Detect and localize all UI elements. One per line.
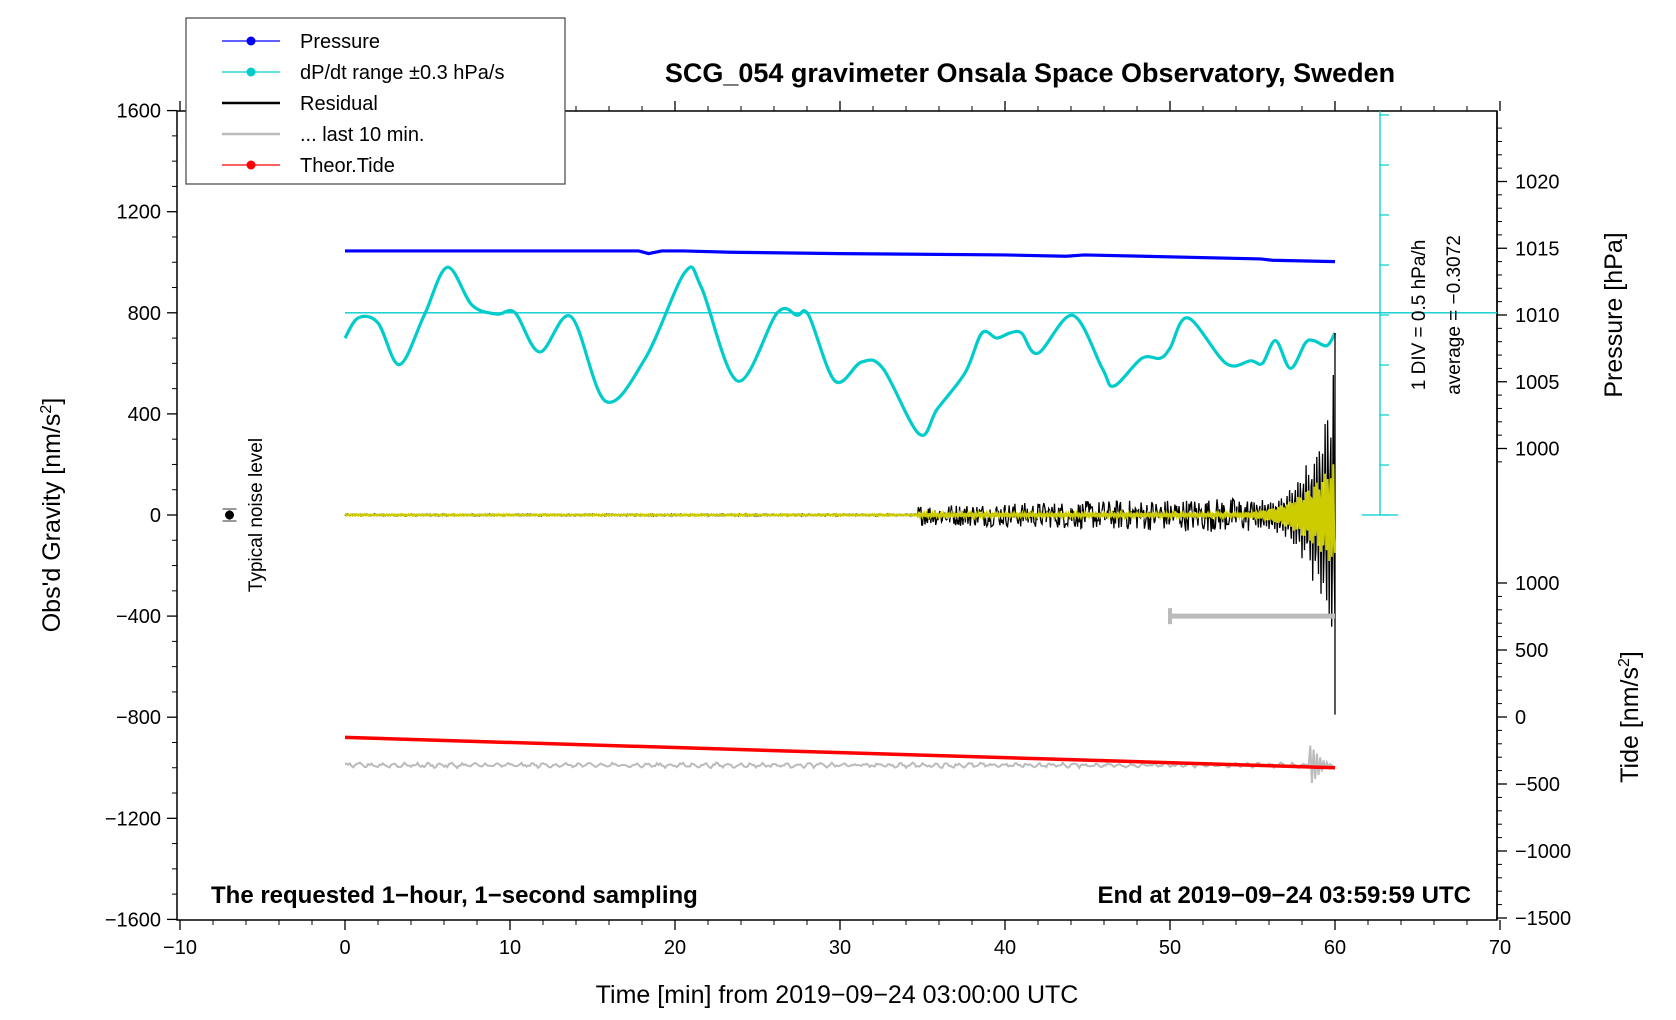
bottom-left-note: The requested 1−hour, 1−second sampling <box>211 882 698 909</box>
residual-filtered-line <box>344 464 1336 562</box>
tide-tick-label: 500 <box>1515 640 1548 662</box>
y-axis-title-tide-end: ] <box>1616 651 1644 658</box>
y-axis-pressure: 1020 1015 1010 1005 1000 <box>1496 111 1560 920</box>
legend-label: ... last 10 min. <box>300 124 425 146</box>
noise-label: Typical noise level <box>246 438 267 592</box>
y-tick-label: −1200 <box>105 808 161 830</box>
bottom-right-note: End at 2019−09−24 03:59:59 UTC <box>1097 882 1471 909</box>
legend-label: dP/dt range ±0.3 hPa/s <box>300 62 504 84</box>
pressure-tick-label: 1020 <box>1515 172 1560 194</box>
x-axis-title: Time [min] from 2019−09−24 03:00:00 UTC <box>596 981 1079 1009</box>
pressure-series-line <box>345 249 1336 264</box>
y-axis-left: 1600 1200 800 400 0 −400 −800 −1200 −1600 <box>105 101 177 931</box>
legend-label: Residual <box>300 93 378 115</box>
tide-tick-label: −1000 <box>1515 841 1571 863</box>
y-axis-title-tide-sup: 2 <box>1616 658 1633 667</box>
x-tick-label: 50 <box>1159 937 1181 959</box>
y-tick-label: 800 <box>128 303 161 325</box>
x-tick-label: 0 <box>339 937 350 959</box>
y-axis-title-tide: Tide [nm/s2] <box>1616 651 1644 783</box>
x-tick-label: −10 <box>163 937 197 959</box>
y-axis-title-left-sup: 2 <box>38 405 55 414</box>
legend-box <box>185 17 566 185</box>
legend-marker <box>246 160 256 170</box>
x-tick-label: 10 <box>499 937 521 959</box>
y-tick-label: 1600 <box>117 101 162 123</box>
last10-series-line <box>344 745 1334 783</box>
tide-tick-label: −1500 <box>1515 908 1571 930</box>
y-tick-label: −400 <box>116 606 161 628</box>
chart-series <box>222 111 1497 783</box>
pressure-tick-label: 1005 <box>1515 372 1560 394</box>
dpdt-series-line <box>343 265 1337 437</box>
y-tick-label: −800 <box>116 707 161 729</box>
x-tick-label: 70 <box>1489 937 1511 959</box>
y-axis-tide: 1000 500 0 −500 −1000 −1500 <box>1497 573 1571 930</box>
x-tick-label: 60 <box>1324 937 1346 959</box>
noise-marker-dot <box>225 510 234 520</box>
y-axis-title-left: Obs'd Gravity [nm/s2] <box>38 398 66 633</box>
tide-tick-label: 1000 <box>1515 573 1560 595</box>
pressure-tick-label: 1010 <box>1515 305 1560 327</box>
pressure-tick-label: 1000 <box>1515 439 1560 461</box>
average-label: average = −0.3072 <box>1444 235 1465 395</box>
y-tick-label: 400 <box>128 404 161 426</box>
tide-tick-label: −500 <box>1515 774 1560 796</box>
x-tick-label: 40 <box>994 937 1016 959</box>
y-tick-label: 0 <box>150 505 161 527</box>
legend-marker <box>246 67 256 77</box>
div-label: 1 DIV = 0.5 hPa/h <box>1409 240 1430 391</box>
chart-title: SCG_054 gravimeter Onsala Space Observat… <box>665 58 1395 88</box>
y-tick-label: −1600 <box>105 909 161 931</box>
x-tick-label: 20 <box>664 937 686 959</box>
legend-marker <box>246 36 256 46</box>
residual-series-line <box>344 333 1336 715</box>
tide-series-line <box>344 735 1336 770</box>
y-axis-title-pressure: Pressure [hPa] <box>1600 232 1628 397</box>
x-axis: −10 0 10 20 30 40 50 60 70 <box>163 101 1511 959</box>
y-axis-title-left-end: ] <box>38 398 66 405</box>
y-tick-label: 1200 <box>117 202 162 224</box>
tide-tick-label: 0 <box>1515 707 1526 729</box>
legend-label: Theor.Tide <box>300 155 395 177</box>
x-tick-label: 30 <box>829 937 851 959</box>
legend: Pressure dP/dt range ±0.3 hPa/s Residual..… <box>185 17 566 185</box>
pressure-tick-label: 1015 <box>1515 238 1560 260</box>
legend-label: Pressure <box>300 31 380 53</box>
